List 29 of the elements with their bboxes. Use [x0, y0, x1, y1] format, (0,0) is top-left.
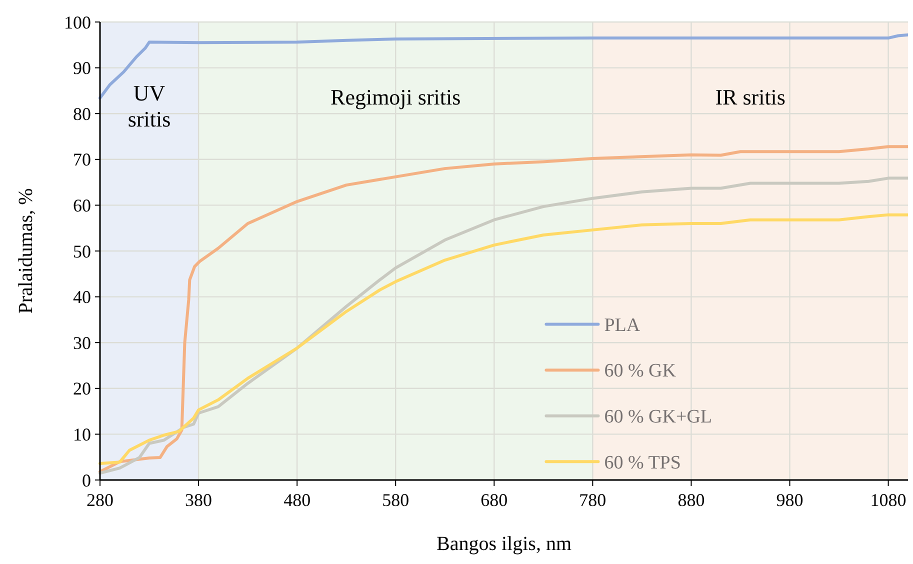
legend-label: 60 % GK+GL [604, 406, 712, 428]
y-tick-label: 50 [73, 241, 91, 262]
legend-label: 60 % TPS [604, 452, 681, 474]
y-tick-label: 0 [82, 470, 91, 490]
y-tick-label: 70 [73, 150, 91, 170]
y-tick-label: 60 [73, 196, 91, 216]
legend-label: 60 % GK [604, 360, 676, 382]
band-label: IR sritis [715, 84, 786, 110]
y-tick-label: 80 [73, 104, 91, 124]
y-tick-label: 100 [64, 12, 91, 32]
band-label: UV sritis [128, 80, 171, 132]
y-tick-label: 30 [73, 332, 91, 353]
x-tick-label: 680 [480, 490, 508, 510]
y-tick-label: 90 [73, 58, 91, 78]
x-tick-label: 880 [678, 490, 705, 510]
x-tick-label: 280 [86, 490, 114, 510]
x-tick-label: 380 [185, 490, 212, 510]
legend-label: PLA [604, 314, 640, 336]
y-tick-label: 20 [73, 378, 91, 399]
x-tick-label: 480 [284, 490, 311, 510]
y-axis-title: Pralaidumas, % [15, 188, 37, 314]
x-axis-title: Bangos ilgis, nm [436, 533, 572, 555]
x-tick-label: 1080 [870, 490, 906, 510]
x-tick-label: 580 [382, 490, 410, 510]
band-label: Regimoji sritis [330, 84, 461, 110]
x-tick-label: 780 [579, 490, 606, 510]
y-tick-label: 40 [73, 287, 91, 308]
x-tick-label: 980 [776, 490, 804, 510]
y-tick-label: 10 [73, 424, 91, 444]
